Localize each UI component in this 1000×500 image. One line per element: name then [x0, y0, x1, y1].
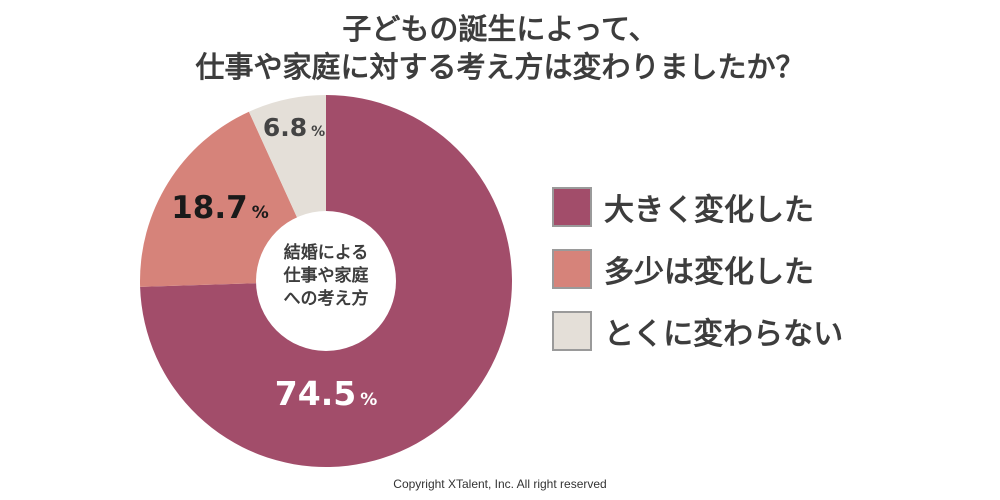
- chart-title-line2: 仕事や家庭に対する考え方は変わりましたか？: [195, 50, 805, 84]
- center-label-line: 結婚による: [283, 243, 369, 263]
- center-label-line: 仕事や家庭: [283, 266, 369, 286]
- legend-item-no-change: とくに変わらない: [552, 307, 843, 355]
- legend-item-some-change: 多少は変化した: [552, 245, 843, 293]
- slice-percent-label: 74.5%: [275, 374, 377, 413]
- legend-swatch: [552, 249, 592, 289]
- legend-swatch: [552, 187, 592, 227]
- center-label-line: への考え方: [283, 289, 369, 309]
- legend-label: 大きく変化した: [604, 193, 814, 228]
- slice-percent-label: 18.7%: [171, 190, 269, 226]
- legend-label: 多少は変化した: [604, 255, 814, 290]
- chart-legend: 大きく変化した 多少は変化した とくに変わらない: [552, 183, 843, 369]
- slice-percent-label: 6.8%: [263, 113, 325, 142]
- legend-swatch: [552, 311, 592, 351]
- copyright-text: Copyright XTalent, Inc. All right reserv…: [393, 477, 607, 491]
- legend-item-large-change: 大きく変化した: [552, 183, 843, 231]
- donut-center-label: 結婚による 仕事や家庭 への考え方: [266, 242, 386, 311]
- chart-title-line1: 子どもの誕生によって、: [342, 12, 658, 46]
- legend-label: とくに変わらない: [604, 317, 844, 352]
- donut-hole: [256, 211, 396, 351]
